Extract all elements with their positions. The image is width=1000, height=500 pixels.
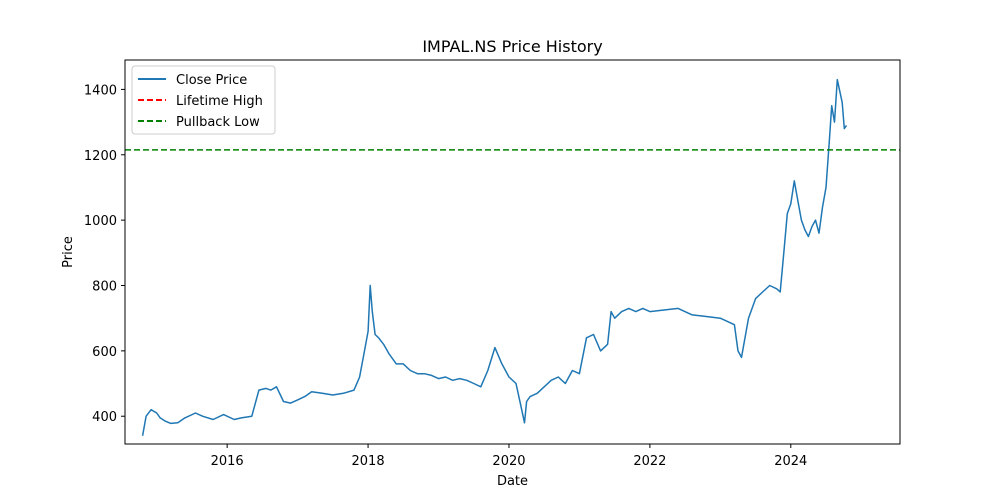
legend: Close Price Lifetime High Pullback Low bbox=[131, 65, 276, 135]
y-tick-label: 1200 bbox=[84, 149, 117, 164]
chart-title: IMPAL.NS Price History bbox=[422, 37, 602, 56]
x-axis: 2016 2018 2020 2022 2024 bbox=[211, 444, 807, 469]
legend-label-pullback-low: Pullback Low bbox=[176, 115, 260, 130]
x-tick-label: 2020 bbox=[492, 454, 525, 469]
y-axis-title: Price bbox=[61, 236, 76, 268]
close-price-line bbox=[141, 78, 848, 436]
axes-frame bbox=[124, 59, 901, 445]
y-tick-label: 600 bbox=[92, 345, 117, 360]
legend-label-close-price: Close Price bbox=[176, 73, 247, 88]
legend-box bbox=[131, 65, 276, 135]
x-tick-label: 2018 bbox=[352, 454, 385, 469]
y-tick-label: 1400 bbox=[84, 83, 117, 98]
y-tick-label: 400 bbox=[92, 410, 117, 425]
legend-label-lifetime-high: Lifetime High bbox=[176, 94, 263, 109]
plot-area bbox=[125, 78, 900, 436]
y-tick-label: 1000 bbox=[84, 214, 117, 229]
y-tick-label: 800 bbox=[92, 279, 117, 294]
x-tick-label: 2022 bbox=[633, 454, 666, 469]
x-tick-label: 2024 bbox=[774, 454, 807, 469]
x-axis-title: Date bbox=[497, 474, 528, 489]
x-tick-label: 2016 bbox=[211, 454, 244, 469]
y-axis: 400 600 800 1000 1200 1400 bbox=[84, 83, 125, 425]
